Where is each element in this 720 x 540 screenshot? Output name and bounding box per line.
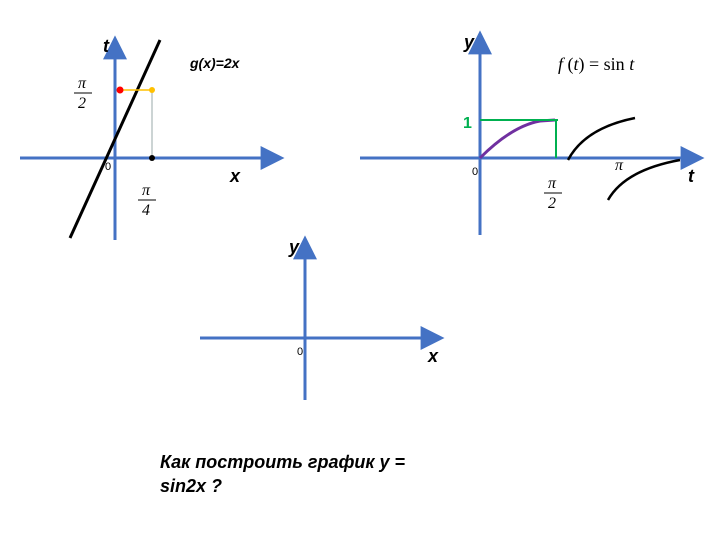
black-arc-1 xyxy=(568,118,635,160)
pi-label: π xyxy=(615,157,624,174)
x-axis-label: x xyxy=(229,166,241,186)
chart-bottom: x y 0 xyxy=(200,237,439,400)
func-expr: f (t) = sin t xyxy=(558,54,635,75)
x-axis-label: t xyxy=(688,166,695,186)
svg-text:4: 4 xyxy=(142,202,150,219)
question-line2: sin2x ? xyxy=(160,476,222,496)
y-axis-label: y xyxy=(463,32,475,52)
svg-text:2: 2 xyxy=(548,195,556,212)
one-label: 1 xyxy=(463,115,472,132)
x-axis-label: x xyxy=(427,346,439,366)
pi-half-label: π 2 xyxy=(74,75,92,112)
pi-quarter-label: π 4 xyxy=(138,182,156,219)
black-dot xyxy=(149,155,155,161)
function-label: g(x)=2x xyxy=(189,55,241,71)
svg-text:π: π xyxy=(548,175,557,192)
svg-text:π: π xyxy=(78,75,87,92)
question-line1: Как построить график y = xyxy=(160,452,405,472)
origin-label: 0 xyxy=(472,166,478,178)
pi-half-label: π 2 xyxy=(544,175,562,212)
y-axis-label: t xyxy=(103,36,110,56)
sine-quarter xyxy=(480,120,555,158)
chart-right: t y 0 1 π π 2 f (t) = sin t xyxy=(360,32,695,235)
origin-label: 0 xyxy=(105,161,111,173)
svg-text:2: 2 xyxy=(78,95,86,112)
y-axis-label: y xyxy=(288,237,300,257)
question-text: Как построить график y = sin2x ? xyxy=(160,450,500,499)
svg-text:f (t) = sin t: f (t) = sin t xyxy=(558,54,635,75)
orange-dot xyxy=(149,87,155,93)
chart-left: x t 0 g(x)=2x π 2 π 4 xyxy=(20,36,275,240)
origin-label: 0 xyxy=(297,346,303,358)
svg-text:π: π xyxy=(142,182,151,199)
red-dot xyxy=(117,87,124,94)
